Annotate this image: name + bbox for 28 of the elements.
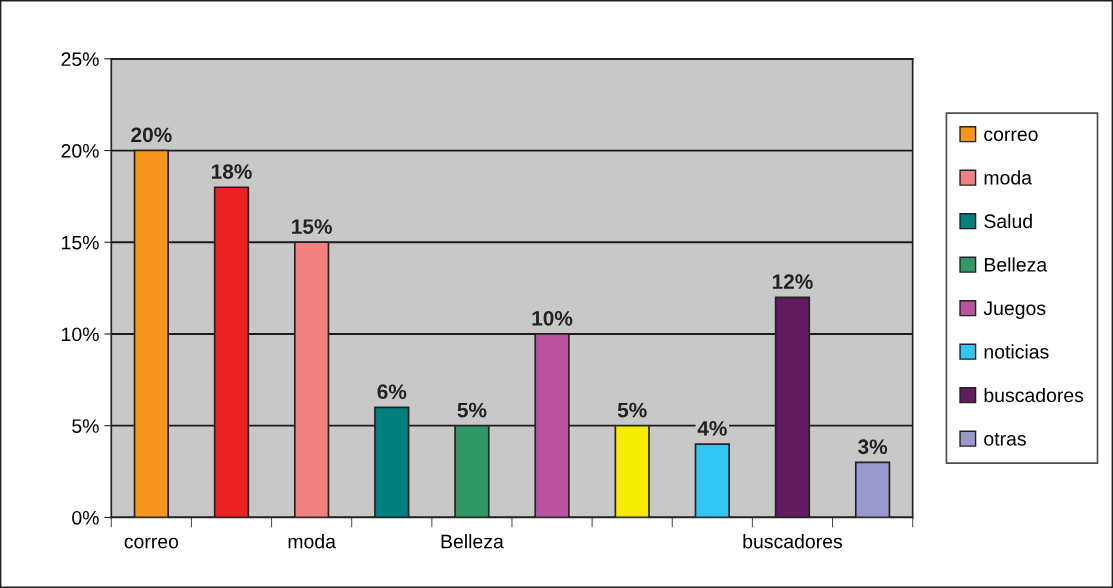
y-tick-label: 25% (61, 52, 99, 67)
legend-label: moda (984, 170, 1033, 185)
data-label: 6% (377, 384, 407, 400)
data-label: 3% (858, 439, 888, 455)
legend-label: Salud (984, 213, 1032, 229)
legend-label: otras (984, 432, 1026, 446)
legend-label: Belleza (984, 257, 1048, 272)
data-label: 12% (772, 274, 813, 289)
legend-label: Juegos (983, 301, 1046, 319)
x-tick-label: Belleza (441, 534, 504, 549)
data-label: 18% (211, 164, 252, 179)
data-label: 5% (457, 402, 487, 418)
data-label: 15% (292, 219, 332, 234)
x-tick-label: moda (288, 534, 336, 549)
data-label: 5% (617, 402, 647, 418)
legend-label: correo (984, 130, 1038, 142)
y-tick-label: 20% (61, 144, 99, 158)
data-label: 20% (131, 127, 172, 143)
y-tick-label: 10% (62, 327, 99, 342)
x-tick-label: correo (124, 537, 179, 549)
y-tick-label: 0% (72, 510, 99, 525)
data-label: 4% (697, 421, 727, 436)
y-tick-label: 5% (72, 419, 99, 433)
legend-label: noticias (984, 344, 1049, 359)
data-label: 10% (532, 310, 573, 326)
legend-label: buscadores (984, 387, 1084, 403)
x-tick-label: buscadores (743, 534, 843, 549)
y-tick-label: 15% (62, 235, 99, 250)
